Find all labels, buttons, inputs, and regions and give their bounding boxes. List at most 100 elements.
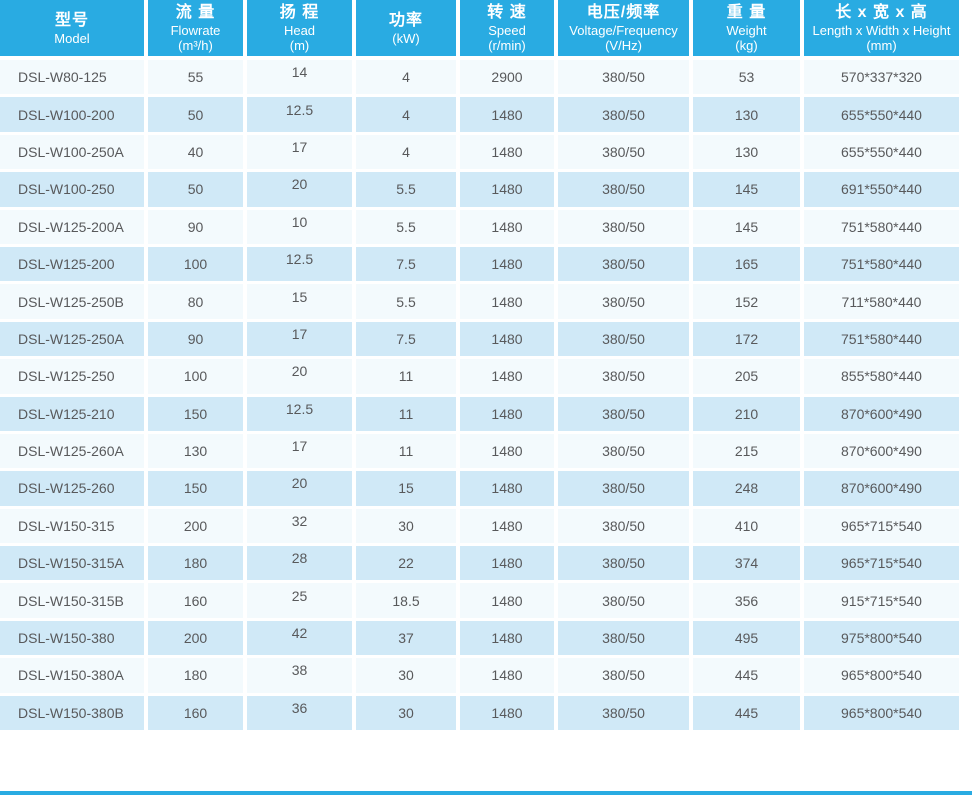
table-row: DSL-W150-380 200 42 37 1480 380/50 495 975*800*…	[0, 620, 963, 659]
cell-speed: 1480	[460, 583, 558, 621]
table-row: DSL-W125-260 150 20 15 1480 380/50 248 870*600*…	[0, 471, 963, 509]
cell-dimensions: 655*550*440	[804, 97, 963, 135]
header-label-zh: 功率	[388, 11, 423, 29]
cell-voltage-frequency: 380/50	[558, 246, 693, 285]
table-row: DSL-W150-315B 160 25 18.5 1480 380/50 356 915*7…	[0, 583, 963, 621]
cell-weight: 165	[693, 246, 804, 285]
cell-head: 12.5	[247, 246, 356, 285]
col-header-head: 扬 程 Head (m)	[247, 0, 356, 60]
cell-flowrate: 40	[148, 134, 247, 173]
cell-head-value: 28	[291, 550, 308, 567]
cell-dimensions: 570*337*320	[804, 60, 963, 98]
cell-model: DSL-W150-380B	[0, 695, 148, 734]
cell-voltage-frequency: 380/50	[558, 620, 693, 659]
cell-head-value: 17	[291, 438, 308, 455]
cell-speed: 1480	[460, 546, 558, 584]
header-label-zh: 流 量	[175, 4, 216, 21]
cell-head: 38	[247, 658, 356, 696]
cell-dimensions: 870*600*490	[804, 471, 963, 509]
cell-voltage-frequency: 380/50	[558, 134, 693, 173]
cell-speed: 1480	[460, 695, 558, 734]
cell-model: DSL-W125-250	[0, 359, 148, 397]
cell-power: 30	[356, 658, 460, 696]
cell-head: 12.5	[247, 396, 356, 434]
cell-dimensions: 965*715*540	[804, 508, 963, 547]
col-header-voltage-frequency: 电压/频率 Voltage/Frequency (V/Hz)	[558, 0, 693, 60]
cell-speed: 1480	[460, 620, 558, 659]
cell-head-value: 12.5	[285, 400, 314, 417]
cell-voltage-frequency: 380/50	[558, 97, 693, 135]
header-label-unit: (kg)	[735, 38, 758, 53]
cell-model: DSL-W125-260A	[0, 433, 148, 472]
cell-speed: 1480	[460, 209, 558, 247]
cell-head: 12.5	[247, 97, 356, 135]
cell-model: DSL-W125-200	[0, 246, 148, 285]
cell-model: DSL-W150-315B	[0, 583, 148, 621]
cell-head-value: 38	[291, 662, 308, 679]
cell-power: 30	[356, 695, 460, 734]
cell-flowrate: 55	[148, 60, 247, 98]
cell-speed: 1480	[460, 284, 558, 322]
table-row: DSL-W125-200A 90 10 5.5 1480 380/50 145 751*580…	[0, 209, 963, 247]
cell-flowrate: 200	[148, 508, 247, 547]
cell-power: 37	[356, 620, 460, 659]
cell-dimensions: 915*715*540	[804, 583, 963, 621]
cell-weight: 205	[693, 359, 804, 397]
cell-power: 7.5	[356, 246, 460, 285]
cell-head-value: 36	[291, 699, 308, 716]
cell-head: 17	[247, 321, 356, 360]
cell-voltage-frequency: 380/50	[558, 471, 693, 509]
cell-model: DSL-W150-380	[0, 620, 148, 659]
cell-voltage-frequency: 380/50	[558, 396, 693, 434]
header-label-en: Flowrate	[170, 23, 221, 38]
header-label-zh: 重 量	[726, 4, 767, 21]
col-header-power: 功率 (kW)	[356, 0, 460, 60]
cell-weight: 356	[693, 583, 804, 621]
cell-voltage-frequency: 380/50	[558, 60, 693, 98]
cell-power: 15	[356, 471, 460, 509]
header-label-zh: 电压/频率	[586, 4, 661, 21]
cell-voltage-frequency: 380/50	[558, 359, 693, 397]
cell-flowrate: 90	[148, 321, 247, 360]
cell-model: DSL-W125-210	[0, 396, 148, 434]
header-label-en: Speed	[488, 23, 526, 38]
cell-head: 10	[247, 209, 356, 247]
cell-flowrate: 50	[148, 97, 247, 135]
cell-head: 42	[247, 620, 356, 659]
cell-model: DSL-W80-125	[0, 60, 148, 98]
table-row: DSL-W125-210 150 12.5 11 1480 380/50 210 870*60…	[0, 396, 963, 434]
cell-head: 32	[247, 508, 356, 547]
cell-voltage-frequency: 380/50	[558, 658, 693, 696]
cell-dimensions: 751*580*440	[804, 321, 963, 360]
cell-weight: 145	[693, 209, 804, 247]
cell-weight: 374	[693, 546, 804, 584]
cell-model: DSL-W125-250B	[0, 284, 148, 322]
pump-spec-table: 型号 Model 流 量 Flowrate (m³/h) 扬 程 Head (m…	[0, 0, 963, 734]
cell-model: DSL-W100-250A	[0, 134, 148, 173]
header-label-en: Voltage/Frequency	[569, 23, 678, 38]
cell-dimensions: 870*600*490	[804, 433, 963, 472]
cell-head: 17	[247, 134, 356, 173]
cell-flowrate: 100	[148, 359, 247, 397]
cell-dimensions: 965*800*540	[804, 695, 963, 734]
cell-head-value: 42	[291, 625, 308, 642]
cell-weight: 145	[693, 172, 804, 210]
cell-flowrate: 80	[148, 284, 247, 322]
cell-head-value: 10	[291, 213, 308, 230]
cell-speed: 1480	[460, 321, 558, 360]
cell-head-value: 15	[291, 288, 308, 305]
cell-flowrate: 50	[148, 172, 247, 210]
header-label-zh: 型号	[54, 12, 89, 29]
cell-model: DSL-W150-380A	[0, 658, 148, 696]
table-row: DSL-W125-250 100 20 11 1480 380/50 205 855*580*…	[0, 359, 963, 397]
cell-weight: 495	[693, 620, 804, 659]
header-label-unit: (m)	[289, 38, 310, 53]
cell-model: DSL-W100-250	[0, 172, 148, 210]
cell-speed: 1480	[460, 508, 558, 547]
cell-head: 20	[247, 172, 356, 210]
table-row: DSL-W150-380B 160 36 30 1480 380/50 445 965*800…	[0, 695, 963, 734]
header-label-unit: (V/Hz)	[605, 38, 642, 53]
cell-flowrate: 160	[148, 583, 247, 621]
table-body: DSL-W80-125 55 14 4 2900 380/50 53 570*337*320 D…	[0, 60, 963, 734]
